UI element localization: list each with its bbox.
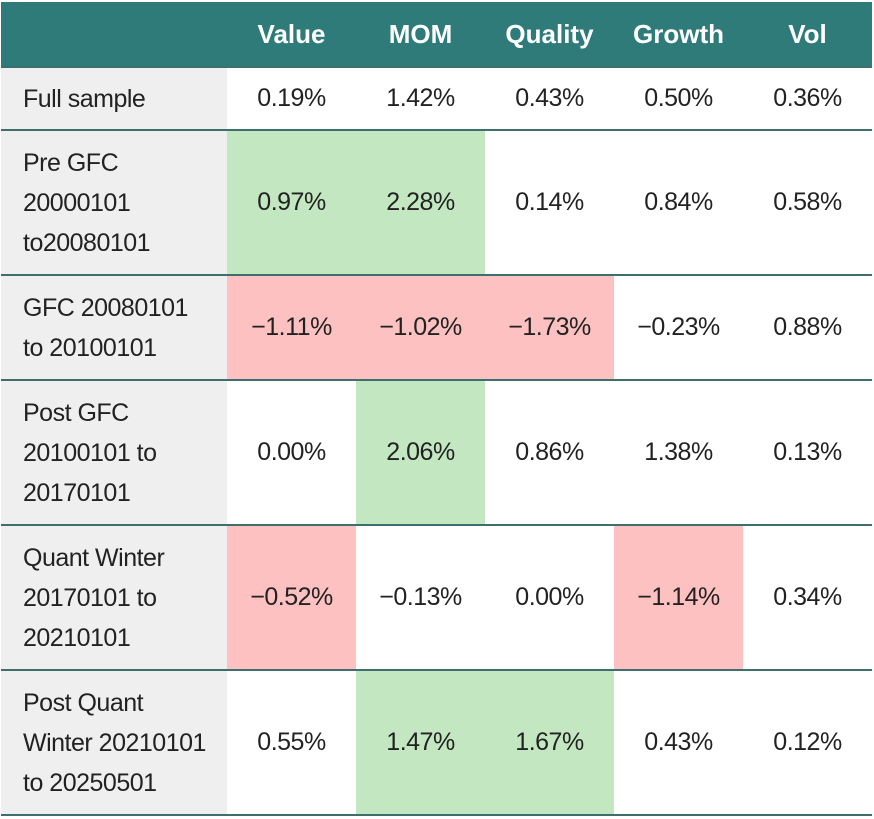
value-cell: −1.02%: [356, 275, 485, 381]
column-header: Value: [227, 2, 356, 68]
value-cell: 0.50%: [614, 67, 743, 131]
value-cell: −1.73%: [485, 275, 614, 381]
value-cell: 0.19%: [227, 67, 356, 131]
column-header: Quality: [485, 2, 614, 68]
value-cell: 0.43%: [485, 67, 614, 131]
column-header: Vol: [743, 2, 872, 68]
row-label-line: to 20100101: [23, 333, 157, 362]
value-cell: −0.13%: [356, 525, 485, 671]
value-cell: 0.55%: [227, 670, 356, 816]
value-cell: 0.84%: [614, 130, 743, 276]
value-cell: 1.38%: [614, 380, 743, 526]
row-label-line: Full sample: [23, 84, 146, 113]
row-label-line: to20080101: [23, 228, 151, 257]
row-label-line: 20170101 to: [23, 583, 157, 612]
column-header: Growth: [614, 2, 743, 68]
column-header: [1, 2, 227, 68]
row-label-line: 20100101 to: [23, 438, 157, 467]
row-label: Full sample: [1, 67, 227, 131]
value-cell: 0.00%: [485, 525, 614, 671]
column-header: MOM: [356, 2, 485, 68]
table-row: Post GFC 20100101 to 20170101 0.00% 2.06% 0.8…: [1, 380, 872, 526]
value-cell: 1.42%: [356, 67, 485, 131]
row-label-line: Post GFC: [23, 398, 129, 427]
row-label: Post Quant Winter 20210101 to 20250501: [1, 670, 227, 816]
value-cell: 0.34%: [743, 525, 872, 671]
value-cell: 2.28%: [356, 130, 485, 276]
row-label: Quant Winter 20170101 to 20210101: [1, 525, 227, 671]
value-cell: 0.14%: [485, 130, 614, 276]
row-label-line: Post Quant: [23, 688, 144, 717]
value-cell: 1.67%: [485, 670, 614, 816]
header-row: Value MOM Quality Growth Vol: [1, 2, 872, 68]
value-cell: 0.13%: [743, 380, 872, 526]
row-label-line: 20000101: [23, 188, 131, 217]
row-label: GFC 20080101 to 20100101: [1, 275, 227, 381]
value-cell: −0.23%: [614, 275, 743, 381]
value-cell: 1.47%: [356, 670, 485, 816]
value-cell: 0.86%: [485, 380, 614, 526]
value-cell: −0.52%: [227, 525, 356, 671]
table-row: Post Quant Winter 20210101 to 20250501 0.55…: [1, 670, 872, 816]
table-row: Full sample 0.19% 1.42% 0.43% 0.50% 0.36%: [1, 67, 872, 131]
value-cell: 0.88%: [743, 275, 872, 381]
value-cell: 0.58%: [743, 130, 872, 276]
value-cell: 0.43%: [614, 670, 743, 816]
row-label-line: GFC 20080101: [23, 293, 188, 322]
row-label-line: to 20250501: [23, 768, 157, 797]
value-cell: 0.36%: [743, 67, 872, 131]
row-label-line: 20170101: [23, 478, 131, 507]
value-cell: −1.14%: [614, 525, 743, 671]
row-label-line: 20210101: [23, 623, 131, 652]
table-row: GFC 20080101 to 20100101 −1.11% −1.02% −1.73…: [1, 275, 872, 381]
row-label: Pre GFC 20000101 to20080101: [1, 130, 227, 276]
row-label-line: Quant Winter: [23, 543, 165, 572]
value-cell: 0.00%: [227, 380, 356, 526]
value-cell: 0.12%: [743, 670, 872, 816]
value-cell: 2.06%: [356, 380, 485, 526]
row-label-line: Pre GFC: [23, 148, 119, 177]
value-cell: 0.97%: [227, 130, 356, 276]
table-row: Pre GFC 20000101 to20080101 0.97% 2.28% 0.14%…: [1, 130, 872, 276]
value-cell: −1.11%: [227, 275, 356, 381]
row-label: Post GFC 20100101 to 20170101: [1, 380, 227, 526]
table-body: Full sample 0.19% 1.42% 0.43% 0.50% 0.36% Pre …: [1, 67, 872, 816]
table-row: Quant Winter 20170101 to 20210101 −0.52% −0.…: [1, 525, 872, 671]
row-label-line: Winter 20210101: [23, 728, 206, 757]
